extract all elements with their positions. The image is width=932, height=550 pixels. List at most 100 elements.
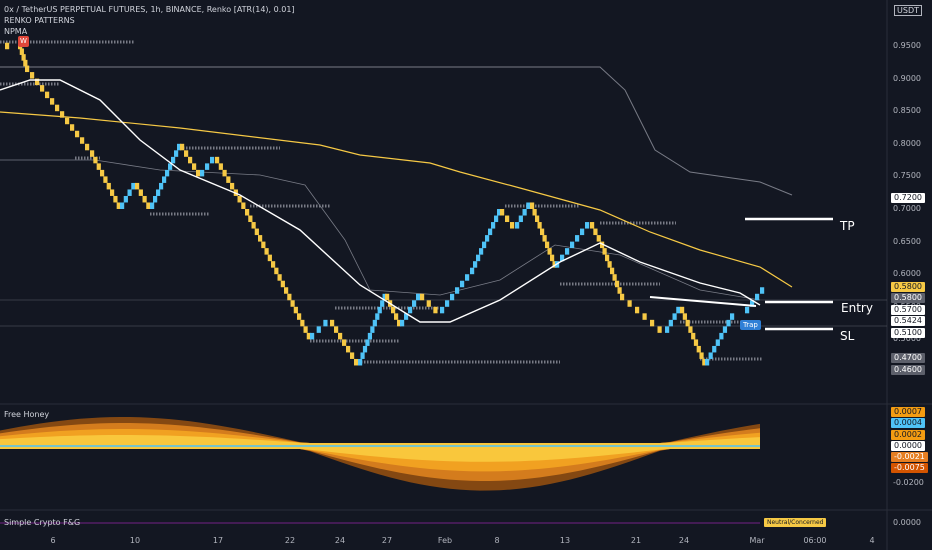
- price-tag: 0.4600: [891, 365, 925, 375]
- renko-brick: [615, 280, 620, 288]
- renko-brick: [45, 91, 50, 99]
- ma-gray-fast-path: [0, 159, 761, 301]
- renko-brick: [612, 274, 617, 281]
- renko-brick: [284, 287, 289, 294]
- currency-badge[interactable]: USDT: [894, 5, 922, 16]
- renko-brick: [391, 306, 396, 314]
- renko-brick: [200, 169, 205, 177]
- renko-brick: [142, 195, 147, 203]
- renko-brick: [350, 352, 355, 359]
- renko-brick: [530, 202, 535, 209]
- renko-brick: [488, 228, 493, 236]
- renko-brick: [251, 222, 256, 229]
- renko-brick: [100, 169, 105, 177]
- renko-brick: [560, 254, 565, 262]
- renko-brick: [316, 326, 321, 333]
- renko-brick: [715, 339, 720, 346]
- renko-brick: [617, 287, 622, 294]
- renko-brick: [50, 98, 55, 105]
- renko-bricks: [5, 42, 765, 366]
- renko-brick: [593, 228, 598, 236]
- renko-brick: [691, 332, 696, 340]
- price-tag: 0.4700: [891, 353, 925, 363]
- fear-greed-badge: Neutral/Concerned: [764, 518, 827, 527]
- renko-brick: [23, 59, 28, 67]
- renko-brick: [330, 319, 335, 327]
- indicator-renko-patterns[interactable]: RENKO PATTERNS: [4, 16, 75, 25]
- honey-tag: 0.0002: [891, 430, 925, 440]
- renko-brick: [596, 235, 601, 242]
- renko-brick: [106, 182, 111, 190]
- renko-brick: [60, 111, 65, 118]
- renko-brick: [491, 222, 496, 229]
- renko-brick: [426, 300, 431, 307]
- renko-brick: [306, 332, 311, 340]
- renko-brick: [303, 326, 308, 333]
- fear-greed-title[interactable]: Simple Crypto F&G: [4, 518, 81, 527]
- renko-brick: [360, 352, 365, 359]
- renko-brick: [80, 137, 85, 144]
- renko-brick: [188, 156, 193, 164]
- renko-brick: [482, 241, 487, 249]
- renko-brick: [642, 313, 647, 320]
- honey-tag: -0.0075: [891, 463, 928, 473]
- honey-wave: [0, 435, 760, 462]
- renko-brick: [627, 300, 632, 307]
- price-axis-label: 0.6000: [893, 269, 921, 279]
- renko-brick: [254, 228, 259, 236]
- price-axis-label: 0.9500: [893, 41, 921, 50]
- time-axis-label: 4: [869, 536, 875, 545]
- renko-brick: [237, 195, 242, 203]
- renko-brick: [570, 241, 575, 249]
- renko-brick: [293, 306, 298, 314]
- renko-brick: [532, 209, 537, 216]
- renko-brick: [416, 293, 421, 301]
- renko-brick: [123, 195, 128, 203]
- price-axis-label: 0.6500: [893, 236, 921, 246]
- renko-brick: [708, 352, 713, 359]
- renko-brick: [565, 248, 570, 255]
- renko-brick: [174, 150, 179, 157]
- renko-brick: [377, 306, 382, 314]
- renko-brick: [607, 261, 612, 268]
- renko-brick: [165, 169, 170, 177]
- time-axis-label: 24: [334, 536, 346, 545]
- renko-brick: [712, 345, 717, 353]
- renko-brick: [267, 254, 272, 262]
- renko-brick: [500, 209, 505, 216]
- free-honey-title[interactable]: Free Honey: [4, 410, 50, 419]
- renko-brick: [680, 306, 685, 314]
- renko-brick: [168, 163, 173, 170]
- renko-brick: [365, 339, 370, 346]
- renko-brick: [245, 209, 250, 216]
- renko-brick: [760, 287, 765, 294]
- price-axis-label: 0.7000: [893, 204, 921, 213]
- renko-brick: [550, 254, 555, 262]
- fear-greed-axis-label: 0.0000: [893, 518, 921, 527]
- symbol-legend[interactable]: 0x / TetherUS PERPETUAL FUTURES, 1h, BIN…: [4, 5, 295, 14]
- renko-brick: [300, 319, 305, 327]
- renko-brick: [400, 319, 405, 327]
- renko-brick: [585, 222, 590, 229]
- renko-brick: [153, 195, 158, 203]
- renko-brick: [657, 326, 662, 333]
- tp-label: TP: [840, 219, 855, 233]
- renko-brick: [65, 117, 70, 125]
- indicator-npma[interactable]: NPMA: [4, 27, 28, 36]
- renko-brick: [580, 228, 585, 236]
- sl-label: SL: [840, 329, 855, 343]
- npma-white-line: [0, 79, 761, 323]
- renko-brick: [372, 319, 377, 327]
- renko-brick: [473, 261, 478, 268]
- renko-brick: [287, 293, 292, 301]
- renko-brick: [470, 267, 475, 275]
- renko-brick: [696, 345, 701, 353]
- renko-brick: [397, 319, 402, 327]
- renko-brick: [127, 189, 132, 196]
- renko-brick: [635, 306, 640, 314]
- renko-brick: [25, 65, 30, 73]
- renko-brick: [693, 339, 699, 346]
- renko-brick: [668, 319, 673, 327]
- honey-tag: 0.0000: [891, 441, 925, 451]
